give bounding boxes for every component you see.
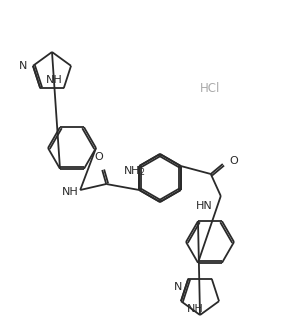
Text: N: N bbox=[19, 61, 27, 71]
Text: NH: NH bbox=[61, 187, 78, 197]
Text: O: O bbox=[95, 152, 104, 162]
Text: NH$_2$: NH$_2$ bbox=[123, 164, 146, 178]
Text: HN: HN bbox=[196, 201, 213, 211]
Text: N: N bbox=[174, 282, 182, 292]
Text: O: O bbox=[230, 156, 239, 166]
Text: HCl: HCl bbox=[200, 82, 220, 94]
Text: NH: NH bbox=[46, 75, 63, 85]
Text: NH: NH bbox=[187, 304, 204, 314]
